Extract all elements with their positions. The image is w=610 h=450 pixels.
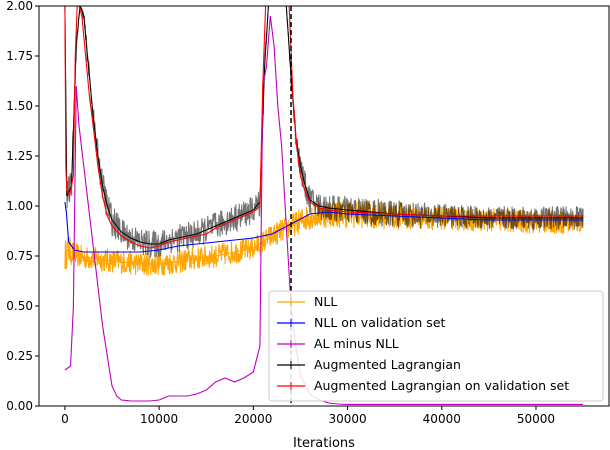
series-nll-on-validation-set bbox=[64, 201, 584, 253]
x-tick-label: 10000 bbox=[140, 412, 178, 426]
series-augmented-lagrangian bbox=[64, 6, 584, 258]
x-axis-label: Iterations bbox=[293, 436, 355, 450]
series-augmented-lagrangian-on-validation-set bbox=[64, 6, 584, 249]
series-line-nll-on-validation-set bbox=[64, 201, 584, 253]
legend: NLL NLL on validation set AL minus NLL Augm… bbox=[268, 290, 604, 402]
legend-label: AL minus NLL bbox=[314, 336, 399, 351]
legend-entry-nll: NLL bbox=[277, 294, 337, 309]
y-tick-label: 0.50 bbox=[6, 299, 33, 313]
x-tick-label: 30000 bbox=[328, 412, 366, 426]
x-axis: 0 10000 20000 30000 40000 50000 bbox=[61, 406, 555, 426]
legend-label: Augmented Lagrangian on validation set bbox=[314, 378, 569, 393]
legend-entry-augmented-lagrangian-on-validation-set: Augmented Lagrangian on validation set bbox=[277, 378, 569, 393]
series-line-augmented-lagrangian bbox=[64, 6, 584, 258]
series-layer bbox=[64, 6, 584, 405]
x-tick-label: 0 bbox=[61, 412, 69, 426]
x-tick-label: 20000 bbox=[234, 412, 272, 426]
y-axis: 0.00 0.25 0.50 0.75 1.00 1.25 1.50 1.75 2.00 bbox=[6, 0, 39, 413]
legend-box bbox=[268, 290, 604, 402]
y-tick-label: 1.25 bbox=[6, 149, 33, 163]
y-tick-label: 0.25 bbox=[6, 349, 33, 363]
legend-entry-nll-on-validation-set: NLL on validation set bbox=[277, 315, 446, 330]
series-line-augmented-lagrangian-on-validation-set bbox=[64, 6, 584, 249]
y-tick-label: 1.00 bbox=[6, 199, 33, 213]
y-tick-label: 0.75 bbox=[6, 249, 33, 263]
legend-label: NLL on validation set bbox=[314, 315, 446, 330]
y-tick-label: 1.75 bbox=[6, 49, 33, 63]
y-tick-label: 0.00 bbox=[6, 399, 33, 413]
y-tick-label: 1.50 bbox=[6, 99, 33, 113]
x-tick-label: 50000 bbox=[517, 412, 555, 426]
legend-entry-al-minus-nll: AL minus NLL bbox=[277, 336, 399, 351]
legend-label: Augmented Lagrangian bbox=[314, 357, 461, 372]
legend-entry-augmented-lagrangian: Augmented Lagrangian bbox=[277, 357, 461, 372]
x-tick-label: 40000 bbox=[423, 412, 461, 426]
legend-label: NLL bbox=[314, 294, 337, 309]
y-tick-label: 2.00 bbox=[6, 0, 33, 13]
series-mean-augmented-lagrangian bbox=[64, 6, 584, 245]
